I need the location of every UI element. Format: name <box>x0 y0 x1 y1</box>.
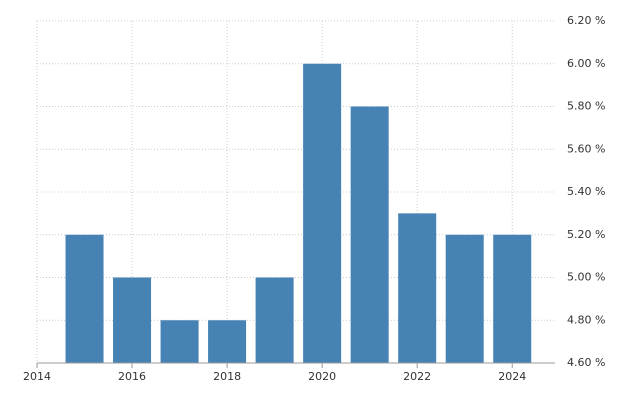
y-tick-label: 5.40 % <box>567 185 605 198</box>
y-tick-label: 6.20 % <box>567 14 605 27</box>
bar <box>160 320 199 363</box>
y-tick-label: 4.60 % <box>567 356 605 369</box>
bar <box>255 277 294 363</box>
bar <box>113 277 152 363</box>
x-tick-label: 2016 <box>118 370 146 383</box>
y-tick-label: 5.60 % <box>567 142 605 155</box>
x-tick-label: 2014 <box>23 370 51 383</box>
bar <box>398 213 437 363</box>
bar <box>493 234 532 363</box>
y-tick-label: 4.80 % <box>567 313 605 326</box>
bar <box>350 106 389 363</box>
x-tick-label: 2022 <box>403 370 431 383</box>
y-tick-label: 5.00 % <box>567 271 605 284</box>
y-tick-label: 5.20 % <box>567 228 605 241</box>
y-tick-label: 5.80 % <box>567 100 605 113</box>
x-tick-label: 2020 <box>308 370 336 383</box>
y-tick-label: 6.00 % <box>567 57 605 70</box>
bar <box>445 234 484 363</box>
bar <box>208 320 247 363</box>
x-tick-label: 2018 <box>213 370 241 383</box>
bar <box>303 63 342 363</box>
bar <box>65 234 104 363</box>
x-tick-label: 2024 <box>498 370 526 383</box>
